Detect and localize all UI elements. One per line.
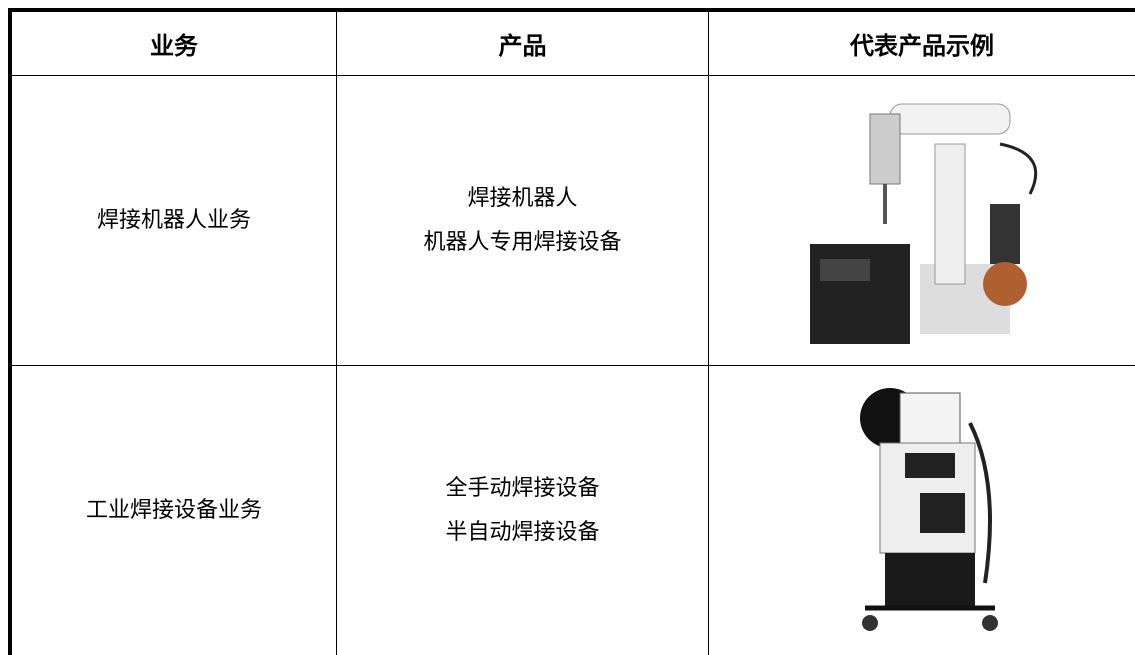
- welder-image: [860, 388, 998, 631]
- col-line: [336, 10, 337, 655]
- col-line: [708, 10, 709, 655]
- header-cell: 业务: [150, 31, 198, 60]
- product: 全手动焊接设备: [445, 475, 600, 501]
- border-left: [8, 8, 12, 655]
- header-cell: 产品: [498, 31, 547, 60]
- product: 半自动焊接设备: [445, 519, 600, 545]
- products-cell: 焊接机器人 机器人专用焊接设备: [337, 76, 708, 365]
- business-cell: 焊接机器人业务: [96, 207, 251, 233]
- product: 焊接机器人: [467, 185, 578, 211]
- row-line: [10, 365, 1135, 366]
- robot-image: [810, 103, 1038, 344]
- header-cell: 代表产品示例: [850, 31, 994, 60]
- border-top: [10, 8, 1135, 12]
- products-cell: 全手动焊接设备 半自动焊接设备: [337, 366, 708, 655]
- row-line: [10, 75, 1135, 76]
- product: 机器人专用焊接设备: [423, 229, 622, 255]
- business-cell: 工业焊接设备业务: [85, 497, 262, 523]
